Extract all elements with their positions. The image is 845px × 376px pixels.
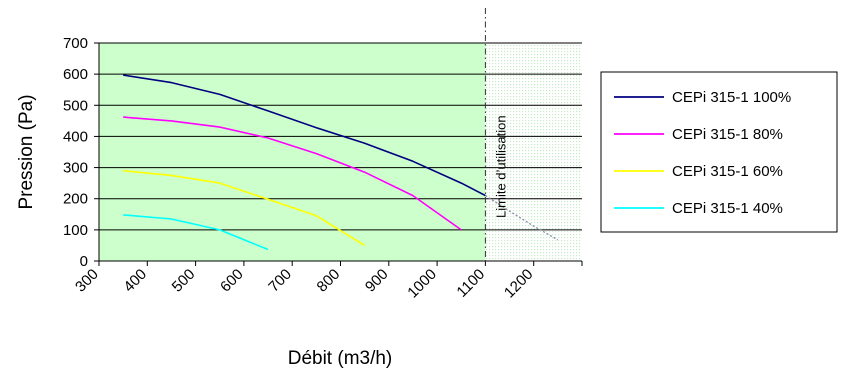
x-tick-label-800: 800 (314, 266, 344, 296)
legend-label-3: CEPi 315-1 40% (672, 200, 783, 217)
x-tick-label-600: 600 (217, 266, 247, 296)
legend-label-2: CEPi 315-1 60% (672, 163, 783, 180)
y-tick-label-400: 400 (63, 128, 88, 145)
grid-lines (99, 42, 582, 231)
x-tick-label-700: 700 (265, 266, 295, 296)
y-tick-label-100: 100 (63, 222, 88, 239)
axes (94, 8, 583, 266)
y-tick-label-200: 200 (63, 191, 88, 208)
series-line-1 (123, 116, 462, 231)
x-tick-label-1000: 1000 (404, 266, 440, 302)
y-axis-title: Pression (Pa) (16, 94, 37, 209)
x-tick-label-1100: 1100 (453, 266, 488, 301)
series-line-0 (123, 74, 486, 197)
y-tick-label-300: 300 (63, 160, 88, 177)
beyond-limit-region (485, 43, 582, 261)
plot-background (99, 43, 582, 261)
legend-label-1: CEPi 315-1 80% (672, 126, 783, 143)
x-tick-label-900: 900 (362, 266, 392, 296)
series-lines (123, 74, 559, 251)
y-tick-label-600: 600 (63, 66, 88, 83)
x-tick-label-300: 300 (72, 266, 102, 296)
x-tick-label-500: 500 (169, 266, 199, 296)
series-line-2 (123, 169, 366, 247)
y-tick-label-500: 500 (63, 97, 88, 114)
y-tick-label-0: 0 (80, 253, 88, 270)
x-tick-label-400: 400 (120, 266, 150, 296)
legend: CEPi 315-1 100% CEPi 315-1 80% CEPi 315-1 … (600, 71, 838, 233)
x-tick-label-1200: 1200 (501, 266, 537, 302)
usable-region (99, 43, 486, 261)
legend-label-0: CEPi 315-1 100% (672, 89, 791, 106)
series-line-3 (123, 214, 269, 251)
y-tick-label-700: 700 (63, 35, 88, 52)
limit-label: Limite d’utilisation (493, 115, 508, 218)
legend-box (600, 71, 838, 233)
x-axis-title: Débit (m3/h) (288, 348, 393, 369)
